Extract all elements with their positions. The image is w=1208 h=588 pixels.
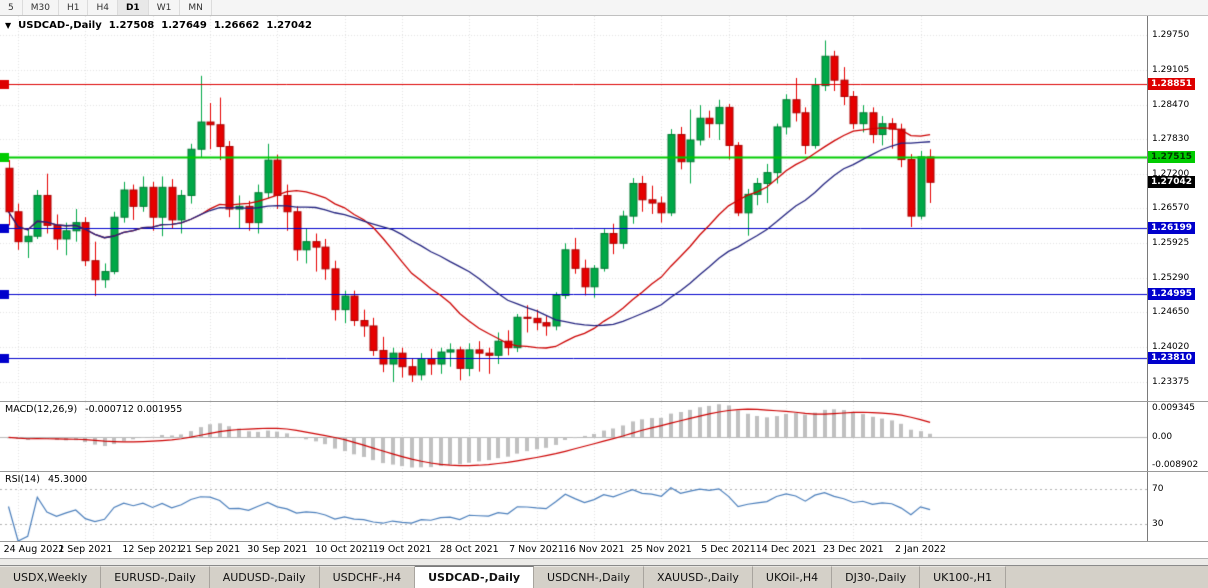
date-axis-label: 23 Dec 2021: [822, 544, 884, 555]
chart-tab-audusd-daily[interactable]: AUDUSD-,Daily: [209, 566, 320, 588]
chart-symbol-label: USDCAD-,Daily: [18, 20, 102, 31]
price-axis-tick: 1.29750: [1152, 30, 1190, 40]
date-axis-label: 2 Sep 2021: [58, 544, 113, 555]
price-axis[interactable]: 1.29750 1.29105 1.28470 1.27830 1.27200 1.265…: [1147, 16, 1208, 401]
timeframe-button-d1[interactable]: D1: [117, 0, 149, 15]
price-axis-tick: 1.23375: [1152, 377, 1190, 387]
chart-tab-dj30-daily[interactable]: DJ30-,Daily: [832, 566, 921, 588]
price-axis-tick: 1.24020: [1152, 342, 1190, 352]
macd-name: MACD(12,26,9): [5, 404, 78, 415]
macd-canvas[interactable]: [0, 402, 1147, 471]
chart-tab-usdcad-daily[interactable]: USDCAD-,Daily: [415, 566, 535, 588]
date-axis-label: 10 Oct 2021: [315, 544, 374, 555]
date-axis-label: 19 Oct 2021: [372, 544, 432, 555]
timeframe-button-5[interactable]: 5: [0, 0, 23, 15]
date-axis[interactable]: 24 Aug 2021 2 Sep 2021 12 Sep 2021 21 Sep 2…: [0, 542, 1208, 558]
chart-tab-xauusd-daily[interactable]: XAUUSD-,Daily: [644, 566, 753, 588]
ohlc-close: 1.27042: [266, 20, 312, 31]
timeframe-button-h1[interactable]: H1: [59, 0, 89, 15]
chart-tab-uk100-h1[interactable]: UK100-,H1: [920, 566, 1007, 588]
date-axis-label: 30 Sep 2021: [247, 544, 308, 555]
rsi-axis-tick: 30: [1152, 519, 1164, 529]
level-price-tag: 1.23810: [1148, 352, 1195, 364]
chart-title: ▼ USDCAD-,Daily 1.27508 1.27649 1.26662 …: [5, 20, 312, 31]
ohlc-open: 1.27508: [108, 20, 155, 31]
chart-tabs-bar: USDX,Weekly EURUSD-,Daily AUDUSD-,Daily USD…: [0, 566, 1208, 588]
macd-axis[interactable]: 0.009345 0.00 -0.008902: [1147, 402, 1208, 471]
date-axis-label: 25 Nov 2021: [630, 544, 692, 555]
level-price-tag: 1.28851: [1148, 78, 1195, 90]
price-axis-tick: 1.25925: [1152, 238, 1190, 248]
price-axis-tick: 1.29105: [1152, 65, 1190, 75]
date-axis-label: 16 Nov 2021: [563, 544, 625, 555]
date-axis-label: 24 Aug 2021: [3, 544, 65, 555]
timeframe-button-w1[interactable]: W1: [149, 0, 181, 15]
timeframe-button-m30[interactable]: M30: [23, 0, 59, 15]
chart-tab-eurusd-daily[interactable]: EURUSD-,Daily: [101, 566, 210, 588]
price-axis-tick: 1.24650: [1152, 307, 1190, 317]
panel-divider: [0, 541, 1208, 542]
rsi-axis-tick: 70: [1152, 484, 1164, 494]
date-axis-label: 7 Nov 2021: [509, 544, 564, 555]
ohlc-high: 1.27649: [161, 20, 207, 31]
panel-divider: [0, 471, 1208, 472]
chart-tab-ukoil-h4[interactable]: UKOil-,H4: [752, 566, 833, 588]
chart-tab-usdcnh-daily[interactable]: USDCNH-,Daily: [534, 566, 644, 588]
rsi-canvas[interactable]: [0, 472, 1147, 541]
chart-tab-usdchf-h4[interactable]: USDCHF-,H4: [319, 566, 416, 588]
price-axis-tick: 1.27830: [1152, 134, 1190, 144]
level-price-tag: 1.26199: [1148, 222, 1195, 234]
current-price-tag: 1.27042: [1148, 176, 1195, 188]
price-axis-tick: 1.27200: [1152, 169, 1190, 179]
chart-tab-usdx-weekly[interactable]: USDX,Weekly: [0, 566, 102, 588]
date-axis-label: 21 Sep 2021: [179, 544, 241, 555]
macd-label: MACD(12,26,9) -0.000712 0.001955: [5, 404, 182, 415]
timeframe-button-h4[interactable]: H4: [88, 0, 118, 15]
macd-axis-tick: 0.00: [1152, 432, 1173, 442]
timeframe-toolbar: 5 M30 H1 H4 D1 W1 MN: [0, 0, 1208, 16]
macd-axis-tick: 0.009345: [1152, 403, 1195, 413]
timeframe-button-mn[interactable]: MN: [180, 0, 212, 15]
date-axis-label: 12 Sep 2021: [122, 544, 183, 555]
rsi-value: 45.3000: [47, 474, 88, 485]
date-axis-label: 14 Dec 2021: [755, 544, 817, 555]
symbol-dropdown-icon[interactable]: ▼: [5, 21, 12, 30]
price-axis-tick: 1.25290: [1152, 273, 1190, 283]
level-price-tag: 1.24995: [1148, 288, 1195, 300]
chart-horizontal-scrollbar[interactable]: [0, 558, 1208, 566]
date-axis-label: 5 Dec 2021: [701, 544, 756, 555]
rsi-axis[interactable]: 70 30: [1147, 472, 1208, 541]
macd-values: -0.000712 0.001955: [85, 404, 183, 415]
rsi-label: RSI(14) 45.3000: [5, 474, 87, 485]
ohlc-low: 1.26662: [213, 20, 260, 31]
macd-axis-tick: -0.008902: [1152, 460, 1199, 470]
date-axis-label: 2 Jan 2022: [895, 544, 946, 555]
rsi-name: RSI(14): [5, 474, 40, 485]
price-axis-tick: 1.28470: [1152, 100, 1190, 110]
panel-divider: [0, 401, 1208, 402]
main-chart-canvas[interactable]: [0, 16, 1147, 401]
level-price-tag: 1.27515: [1148, 151, 1195, 163]
date-axis-label: 28 Oct 2021: [439, 544, 499, 555]
price-axis-tick: 1.26570: [1152, 203, 1190, 213]
